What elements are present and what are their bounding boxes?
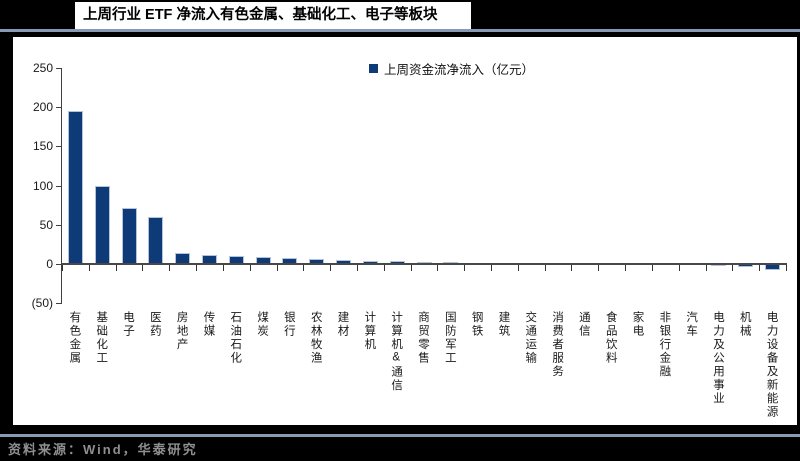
bottom-divider-rule <box>0 434 800 437</box>
category-label: 国防军工 <box>443 311 456 365</box>
y-axis-label: 100 <box>32 178 53 193</box>
category-label: 石油石化 <box>229 311 242 365</box>
bar <box>389 261 405 264</box>
x-axis-tick <box>544 265 546 271</box>
category-label: 房地产 <box>175 311 188 352</box>
top-divider-rule <box>0 29 800 32</box>
category-label: 煤炭 <box>256 311 269 338</box>
x-axis-tick <box>517 265 519 271</box>
y-axis-label: (50) <box>31 296 53 311</box>
x-axis-tick <box>598 265 600 271</box>
bar <box>175 253 191 264</box>
y-axis-label: 200 <box>32 100 53 115</box>
x-axis-tick <box>62 265 63 271</box>
bar <box>282 257 298 264</box>
category-label: 电力设备及新能源 <box>765 311 778 419</box>
category-label: 有色金属 <box>68 311 81 365</box>
bar <box>67 111 83 264</box>
category-label: 食品饮料 <box>604 311 617 365</box>
x-axis-tick <box>410 265 412 271</box>
x-axis-tick <box>330 265 332 271</box>
category-label: 电子 <box>122 311 135 338</box>
category-label: 银行 <box>282 311 295 338</box>
x-axis-tick <box>115 265 117 271</box>
category-label: 家电 <box>631 311 644 338</box>
category-label: 消费者服务 <box>551 311 564 379</box>
category-label: 通信 <box>577 311 590 338</box>
bar <box>201 254 217 264</box>
category-label: 传媒 <box>202 311 215 338</box>
y-axis-tick <box>56 185 62 187</box>
bar <box>416 261 432 264</box>
category-label: 农林牧渔 <box>309 311 322 365</box>
y-axis-tick <box>56 303 62 305</box>
x-axis-tick <box>356 265 358 271</box>
bar <box>765 265 781 271</box>
y-axis-label: 0 <box>46 257 53 271</box>
y-axis-tick <box>56 264 62 265</box>
x-axis-tick <box>142 265 144 271</box>
x-axis-tick <box>732 265 734 271</box>
bar <box>309 259 325 264</box>
legend-swatch-icon <box>369 64 378 73</box>
y-axis-tick <box>56 107 62 109</box>
x-axis-tick <box>437 265 439 271</box>
category-label: 计算机 <box>363 311 376 352</box>
category-label: 机械 <box>738 311 751 338</box>
y-axis-tick <box>56 224 62 226</box>
x-axis-tick <box>383 265 385 271</box>
bar <box>228 256 244 264</box>
x-axis-tick <box>759 265 761 271</box>
y-axis-tick <box>56 146 62 148</box>
bar <box>711 265 727 266</box>
x-axis-tick <box>705 265 707 271</box>
category-label: 汽车 <box>685 311 698 338</box>
bar <box>336 259 352 264</box>
y-axis-label: 250 <box>32 61 53 75</box>
bar <box>121 207 137 264</box>
x-axis-line <box>62 263 787 265</box>
category-label: 建材 <box>336 311 349 338</box>
bar <box>255 256 271 264</box>
x-axis-tick <box>196 265 198 271</box>
bar <box>94 185 110 264</box>
category-label: 钢铁 <box>470 311 483 338</box>
chart-legend: 上周资金流净流入（亿元） <box>369 59 534 78</box>
x-axis-tick <box>249 265 251 271</box>
x-axis-tick <box>625 265 627 271</box>
x-axis-tick <box>491 265 493 271</box>
source-note: 资料来源：Wind，华泰研究 <box>8 442 198 457</box>
x-axis-tick <box>169 265 171 271</box>
x-axis-tick <box>222 265 224 271</box>
y-axis-tick <box>56 68 62 69</box>
category-label: 计算机&通信 <box>390 311 403 393</box>
category-label: 医药 <box>148 311 161 338</box>
x-axis-tick <box>651 265 653 271</box>
bar <box>148 216 164 264</box>
category-label: 非银行金融 <box>658 311 671 379</box>
category-label: 基础化工 <box>95 311 108 365</box>
bar <box>738 265 754 267</box>
x-axis-tick <box>786 265 787 271</box>
x-axis-tick <box>464 265 466 271</box>
figure-title: 上周行业 ETF 净流入有色金属、基础化工、电子等板块 <box>75 2 471 29</box>
x-axis-tick <box>88 265 90 271</box>
x-axis-tick <box>276 265 278 271</box>
category-label: 交通运输 <box>524 311 537 365</box>
y-axis-label: 150 <box>32 139 53 154</box>
x-axis-tick <box>678 265 680 271</box>
chart-panel: 上周资金流净流入（亿元） 250 200 150 100 50 0 (50) 有色金属 基础化工… <box>13 37 797 425</box>
category-label: 电力及公用事业 <box>711 311 724 406</box>
legend-label: 上周资金流净流入（亿元） <box>384 63 535 77</box>
category-label: 建筑 <box>497 311 510 338</box>
y-axis-label: 50 <box>39 217 53 232</box>
bar <box>362 260 378 264</box>
x-axis-tick <box>303 265 305 271</box>
category-label: 商贸零售 <box>417 311 429 365</box>
x-axis-tick <box>571 265 573 271</box>
